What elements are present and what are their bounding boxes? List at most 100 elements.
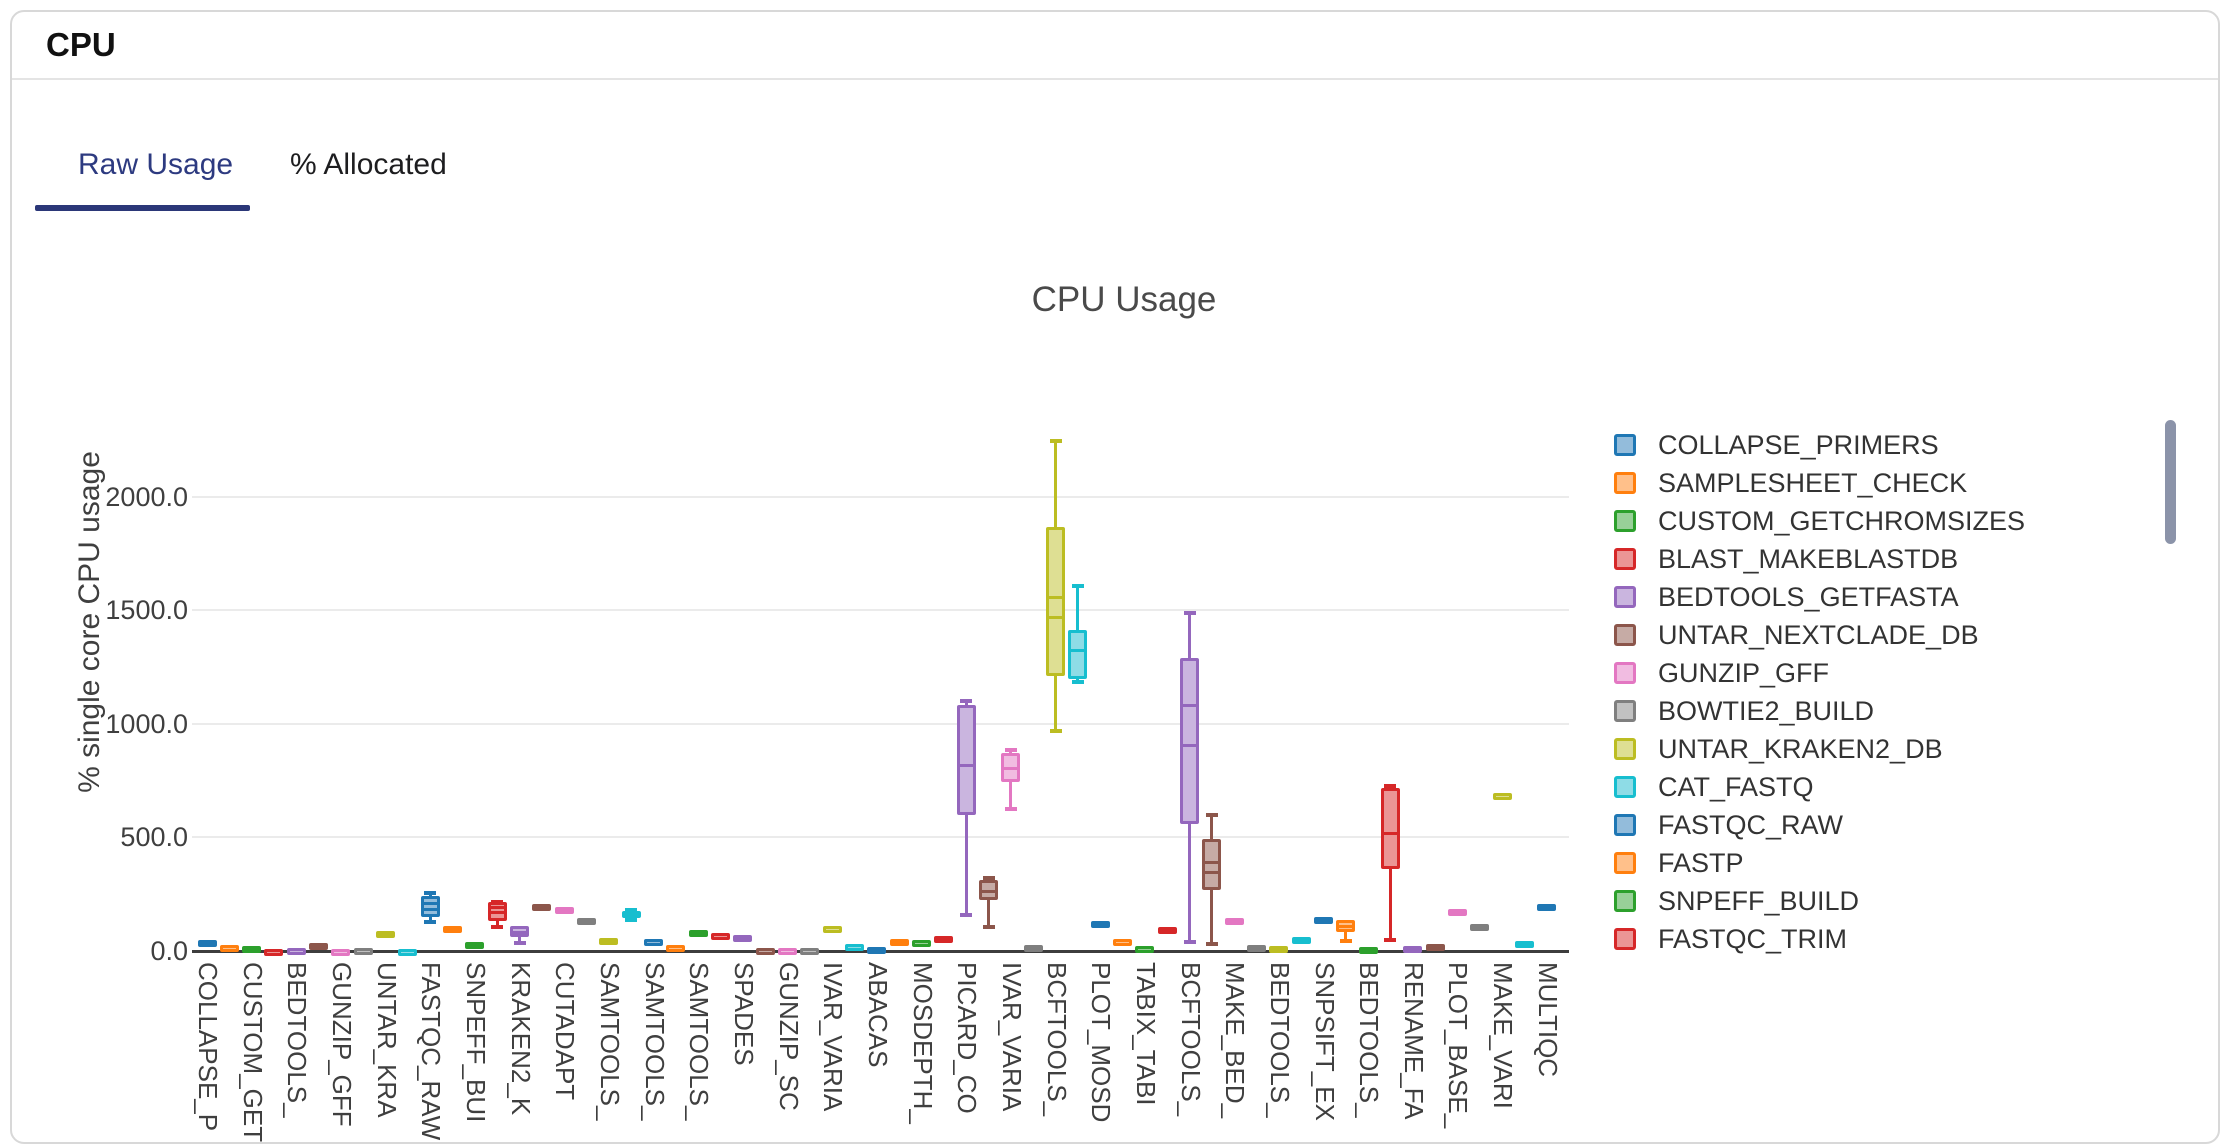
- median-line: [1093, 922, 1107, 926]
- legend-item-gunzip_gff[interactable]: GUNZIP_GFF: [1614, 654, 2025, 692]
- gridline: [192, 609, 1569, 612]
- median-line: [1205, 870, 1219, 874]
- x-tick-label: MAKE_VARI: [1488, 962, 1519, 1109]
- median-line: [959, 763, 973, 767]
- median-line: [1116, 939, 1130, 943]
- x-tick-label: FASTQC_RAW: [416, 962, 447, 1141]
- median-line: [1205, 860, 1219, 864]
- legend-label: CAT_FASTQ: [1658, 771, 1814, 802]
- median-line: [245, 946, 259, 950]
- tab-percent-allocated[interactable]: % Allocated: [290, 148, 447, 181]
- legend-item-samplesheet_check[interactable]: SAMPLESHEET_CHECK: [1614, 464, 2025, 502]
- x-tick-label: IVAR_VARIA: [996, 962, 1027, 1112]
- median-line: [580, 919, 594, 923]
- median-line: [803, 948, 817, 952]
- gridline: [192, 722, 1569, 725]
- card-title: CPU: [46, 26, 116, 63]
- median-line: [1138, 946, 1152, 950]
- median-line: [1406, 946, 1420, 950]
- median-line: [1183, 743, 1197, 747]
- y-tick-label: 0.0: [150, 936, 188, 966]
- legend-swatch-icon: [1614, 662, 1636, 684]
- median-line: [513, 930, 527, 934]
- box-53: [1380, 787, 1400, 869]
- legend-item-snpeff_build[interactable]: SNPEFF_BUILD: [1614, 882, 2025, 920]
- median-line: [624, 913, 638, 917]
- box-44: [1180, 657, 1200, 824]
- legend-item-fastqc_raw[interactable]: FASTQC_RAW: [1614, 806, 2025, 844]
- lower-whisker: [1210, 889, 1214, 944]
- upper-whisker: [1188, 611, 1192, 658]
- legend-item-cat_fastq[interactable]: CAT_FASTQ: [1614, 768, 2025, 806]
- whisker-cap: [424, 920, 437, 925]
- x-tick-label: SPADES: [728, 962, 759, 1066]
- lower-whisker: [1009, 781, 1013, 809]
- median-line: [446, 927, 460, 931]
- x-tick-label: TABIX_TABI: [1130, 962, 1161, 1106]
- upper-whisker: [1076, 584, 1080, 630]
- legend-item-blast_makeblastdb[interactable]: BLAST_MAKEBLASTDB: [1614, 540, 2025, 578]
- median-line: [647, 939, 661, 943]
- median-line: [736, 936, 750, 940]
- box-38: [1046, 526, 1066, 677]
- median-line: [915, 940, 929, 944]
- cpu-card: CPU Raw Usage % Allocated CPU Usage % si…: [10, 10, 2220, 1144]
- whisker-cap: [1071, 679, 1084, 684]
- legend-item-fastp[interactable]: FASTP: [1614, 844, 2025, 882]
- legend-item-collapse_primers[interactable]: COLLAPSE_PRIMERS: [1614, 426, 2025, 464]
- median-line: [423, 907, 437, 911]
- y-tick-label: 500.0: [120, 822, 188, 853]
- median-line: [334, 949, 348, 953]
- active-tab-underline: [35, 205, 250, 211]
- legend-swatch-icon: [1614, 586, 1636, 608]
- whisker-cap: [1205, 812, 1218, 817]
- box-45: [1202, 838, 1222, 890]
- median-line: [200, 940, 214, 944]
- legend-label: FASTQC_TRIM: [1658, 923, 1848, 954]
- legend-swatch-icon: [1614, 700, 1636, 722]
- boxplot-area: % single core CPU usage 0.0 500.0 1000.0 15…: [12, 12, 2218, 1143]
- whisker-cap: [1183, 610, 1196, 615]
- x-tick-label: CUTADAPT: [550, 962, 581, 1101]
- x-tick-label: MAKE_BED_: [1220, 962, 1251, 1119]
- x-tick-label: SAMTOOLS_: [594, 962, 625, 1121]
- legend-item-untar_kraken2_db[interactable]: UNTAR_KRAKEN2_DB: [1614, 730, 2025, 768]
- whisker-cap: [1071, 583, 1084, 588]
- lower-whisker: [495, 921, 499, 928]
- whisker-cap: [491, 925, 504, 930]
- lower-whisker: [1188, 823, 1192, 942]
- median-line: [1071, 648, 1085, 652]
- x-tick-label: SAMTOOLS_: [639, 962, 670, 1121]
- legend-item-bedtools_getfasta[interactable]: BEDTOOLS_GETFASTA: [1614, 578, 2025, 616]
- whisker-cap: [960, 699, 973, 704]
- whisker-cap: [1004, 806, 1017, 811]
- y-tick-label: 1500.0: [105, 595, 188, 626]
- legend-swatch-icon: [1614, 738, 1636, 760]
- median-line: [468, 943, 482, 947]
- box-39: [1068, 629, 1088, 679]
- median-line: [267, 948, 281, 952]
- median-line: [1361, 947, 1375, 951]
- x-tick-label: PLOT_BASE_: [1443, 962, 1474, 1129]
- legend-scrollbar-thumb[interactable]: [2165, 420, 2176, 544]
- whisker-cap: [1384, 938, 1397, 943]
- upper-whisker: [1210, 813, 1214, 839]
- lower-whisker: [518, 936, 522, 944]
- legend-label: CUSTOM_GETCHROMSIZES: [1658, 505, 2026, 536]
- legend-item-custom_getchromsizes[interactable]: CUSTOM_GETCHROMSIZES: [1614, 502, 2025, 540]
- legend-item-fastqc_trim[interactable]: FASTQC_TRIM: [1614, 920, 2025, 958]
- box-34: [956, 704, 976, 815]
- median-line: [312, 943, 326, 947]
- x-tick-label: MOSDEPTH_: [907, 962, 938, 1124]
- whisker-cap: [625, 907, 638, 912]
- median-line: [602, 938, 616, 942]
- whisker-cap: [960, 912, 973, 917]
- x-tick-label: GUNZIP_GFF: [326, 962, 357, 1127]
- tab-raw-usage[interactable]: Raw Usage: [78, 148, 234, 181]
- y-tick-label: 1000.0: [105, 708, 188, 739]
- legend-item-untar_nextclade_db[interactable]: UNTAR_NEXTCLADE_DB: [1614, 616, 2025, 654]
- median-line: [222, 945, 236, 949]
- x-tick-label: CUSTOM_GET: [237, 962, 268, 1143]
- whisker-cap: [1339, 938, 1352, 943]
- legend-item-bowtie2_build[interactable]: BOWTIE2_BUILD: [1614, 692, 2025, 730]
